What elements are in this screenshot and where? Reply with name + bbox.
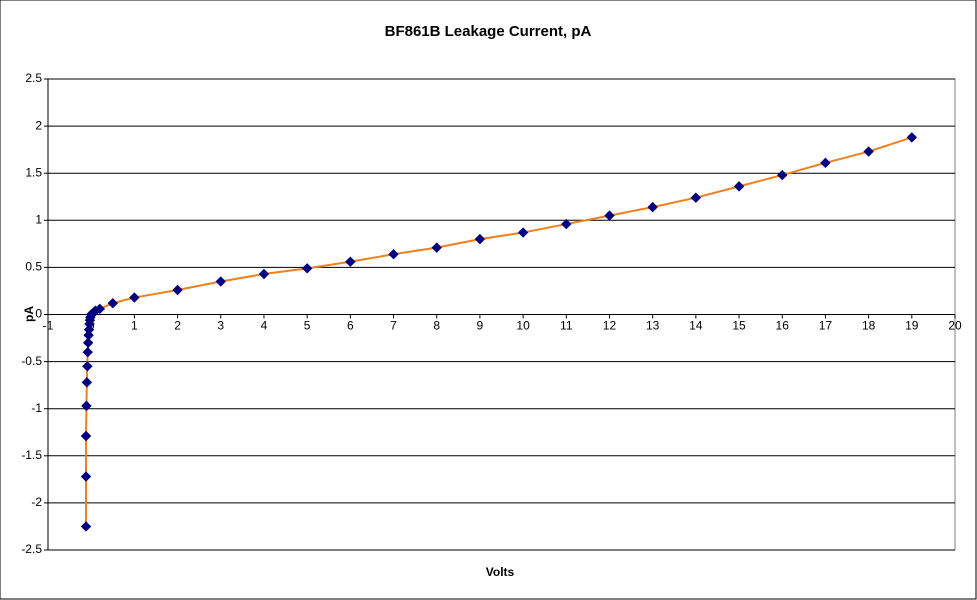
x-axis-title: Volts [486,565,515,579]
y-tick-label: -0.5 [21,354,42,368]
x-tick-label: 13 [646,319,660,333]
x-tick-label: 5 [304,319,311,333]
data-point [83,324,95,335]
data-point [172,284,183,296]
y-tick-label: 0 [35,307,42,321]
x-tick-label: 9 [477,319,484,333]
data-point [81,377,93,388]
data-point [733,181,745,192]
x-tick-label: 19 [905,319,919,333]
y-tick-label: 1 [35,212,42,226]
x-tick-label: 18 [862,319,876,333]
data-point [345,256,356,267]
x-tick-label: 10 [516,319,530,333]
x-tick-label: 15 [732,319,746,333]
x-tick-label: -1 [43,319,54,333]
x-tick-label: 11 [560,319,573,333]
data-point [81,400,92,412]
data-point [517,227,529,238]
data-point [906,132,918,143]
x-tick-label: 3 [217,319,224,333]
data-point [82,337,94,348]
data-point [107,297,118,309]
data-point [820,157,831,169]
y-tick-label: 1.5 [25,165,42,179]
data-point [863,146,874,157]
data-point [474,233,486,245]
data-point [94,303,106,315]
data-point [215,276,226,287]
data-point [80,521,92,532]
y-axis-title: pA [22,306,36,322]
data-point [388,249,399,260]
y-tick-label: -1.5 [21,448,42,462]
y-tick-label: 0.5 [25,260,42,274]
x-tick-label: 17 [819,319,833,333]
data-point [561,218,572,230]
data-point [82,361,93,372]
data-point [83,330,94,341]
data-point [690,192,702,203]
data-point [777,169,788,181]
chart-title: BF861B Leakage Current, pA [385,23,592,40]
y-tick-label: -1 [31,401,42,415]
y-tick-label: 2.5 [25,71,42,85]
data-point [301,263,313,274]
y-tick-label: -2 [31,495,42,509]
data-point [647,201,658,213]
x-tick-label: 14 [689,319,703,333]
data-point [129,292,140,303]
data-point [604,210,615,221]
x-tick-label: 2 [174,319,181,333]
data-point [80,471,92,482]
x-tick-label: 8 [433,319,440,333]
data-point [80,430,92,442]
data-point [82,346,93,358]
data-point [431,242,442,253]
x-tick-label: 12 [603,319,617,333]
y-tick-label: -2.5 [21,542,42,556]
x-tick-label: 20 [948,319,962,333]
x-tick-label: 16 [776,319,790,333]
x-tick-label: 4 [261,319,268,333]
x-tick-label: 7 [390,319,397,333]
y-tick-label: 2 [35,118,42,132]
x-tick-label: 1 [131,319,138,333]
data-point [258,268,270,280]
x-tick-label: 6 [347,319,354,333]
